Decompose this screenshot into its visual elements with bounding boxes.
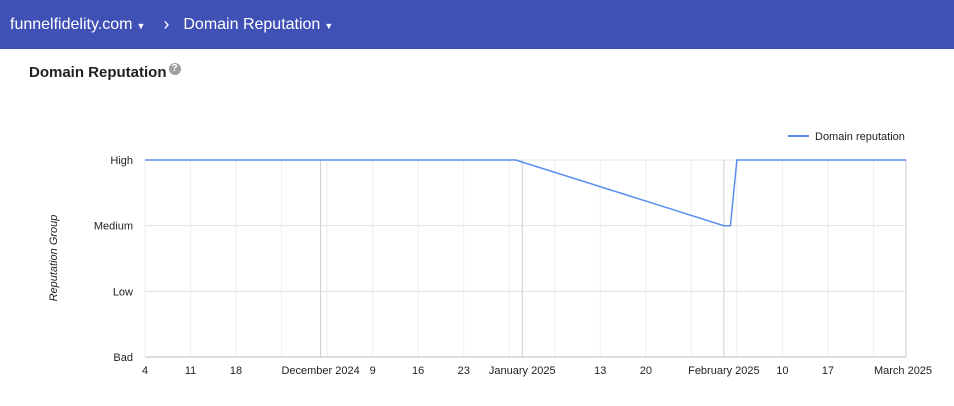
chart-grid <box>144 159 907 358</box>
chevron-right-icon: › <box>163 14 170 34</box>
chart-legend: Domain reputation <box>788 131 905 143</box>
caret-down-icon: ▼ <box>324 20 334 31</box>
x-tick-label: 18 <box>230 365 242 377</box>
help-icon[interactable]: ? <box>168 62 181 75</box>
x-tick-label: March 2025 <box>874 365 932 377</box>
y-axis-title: Reputation Group <box>48 215 60 302</box>
y-axis-labels: Bad Low Medium High <box>94 155 133 364</box>
x-tick-label: 20 <box>640 365 652 377</box>
y-tick-label: Bad <box>113 352 133 364</box>
x-tick-label: December 2024 <box>281 365 359 377</box>
x-tick-label: February 2025 <box>688 365 760 377</box>
x-tick-label: 11 <box>185 365 196 377</box>
y-tick-label: Medium <box>94 221 133 233</box>
x-tick-label: 9 <box>370 365 376 377</box>
x-tick-label: 17 <box>822 365 834 377</box>
series-line-domain-reputation <box>145 159 906 227</box>
top-app-bar: funnelfidelity.com ▼ › Domain Reputation… <box>0 0 954 49</box>
y-tick-label: Low <box>113 286 133 298</box>
x-tick-label: 16 <box>412 365 424 377</box>
section-header: Domain Reputation ? <box>29 62 181 81</box>
caret-down-icon: ▼ <box>136 20 146 31</box>
x-tick-label: 10 <box>776 365 788 377</box>
report-label: Domain Reputation <box>183 15 321 33</box>
x-tick-label: 13 <box>594 365 606 377</box>
x-tick-label: January 2025 <box>489 365 556 377</box>
x-tick-label: 4 <box>142 365 148 377</box>
legend-label: Domain reputation <box>815 131 905 143</box>
page-title: Domain Reputation <box>29 64 167 81</box>
x-axis-labels: 4 11 18 December 2024 9 16 23 January 2025 13 20 F… <box>142 365 932 377</box>
domain-selector[interactable]: funnelfidelity.com ▼ <box>10 16 145 34</box>
chart-series <box>145 159 906 227</box>
domain-label: funnelfidelity.com <box>10 15 133 33</box>
x-tick-label: 23 <box>458 365 470 377</box>
y-tick-label: High <box>110 155 133 167</box>
report-selector[interactable]: Domain Reputation ▼ <box>183 16 333 34</box>
